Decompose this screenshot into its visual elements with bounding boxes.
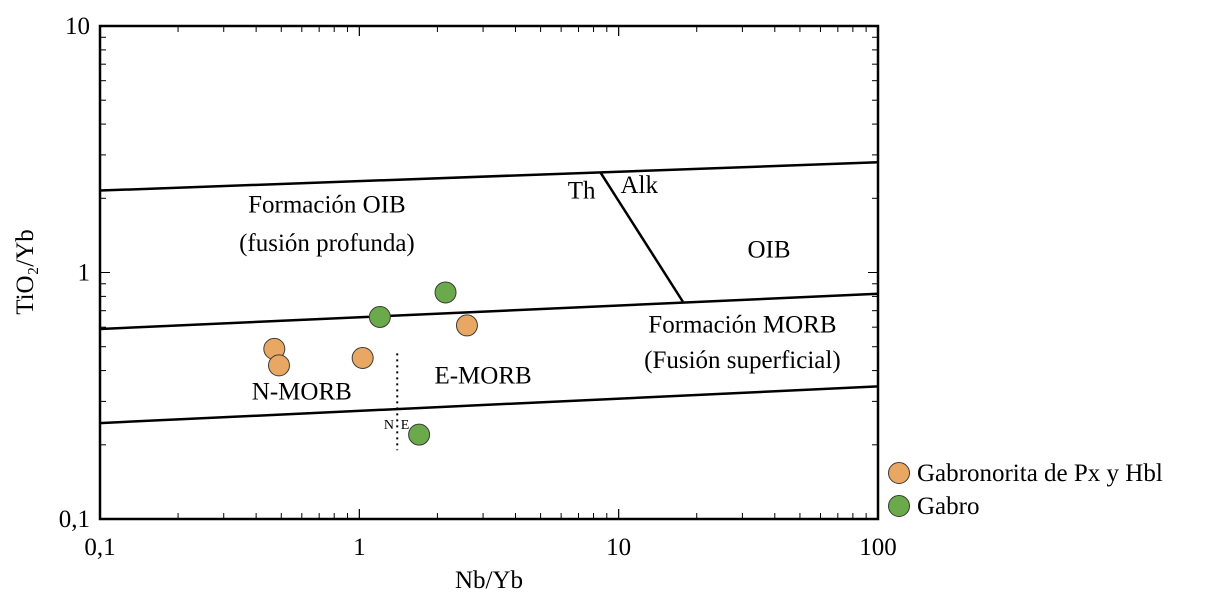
region-annotation: Th (568, 177, 596, 204)
data-point (267, 354, 290, 377)
region-annotation: Formación MORB (648, 312, 836, 339)
data-point (455, 314, 478, 337)
oib-array-upper-line (99, 161, 879, 192)
boundary-lines (99, 161, 879, 425)
y-tick-label: 10 (65, 13, 90, 40)
y-tick-label: 1 (78, 260, 91, 287)
region-annotation: (Fusión superficial) (644, 347, 840, 374)
region-annotation: N (384, 418, 394, 433)
region-annotation: E-MORB (434, 362, 531, 389)
x-tick-label: 0,1 (84, 534, 115, 561)
th-alk-divider-line (599, 171, 685, 303)
legend-label: Gabro (917, 493, 979, 520)
axis-tick-labels: 0,1 1 10 100 0,1 1 10 (59, 13, 897, 561)
morb-array-lower-line (99, 385, 879, 425)
x-tick-label: 100 (859, 534, 897, 561)
plot-frame (98, 24, 880, 521)
region-annotations: Formación OIB (fusión profunda) Th Alk OIB Fo… (239, 172, 841, 433)
region-annotation: OIB (747, 237, 790, 264)
legend-label: Gabronorita de Px y Hbl (917, 460, 1163, 487)
data-point (368, 305, 391, 328)
x-tick-label: 10 (606, 534, 631, 561)
legend-marker (888, 462, 910, 484)
region-annotation: (fusión profunda) (239, 230, 415, 257)
x-axis-title: Nb/Yb (455, 567, 523, 594)
data-point (408, 423, 431, 446)
data-points (263, 281, 478, 446)
data-point (351, 346, 374, 369)
y-axis-title: TiO₂/Yb (12, 229, 39, 315)
y-tick-label: 0,1 (59, 506, 90, 533)
x-tick-label: 1 (353, 534, 366, 561)
region-annotation: N-MORB (252, 379, 352, 406)
data-point (434, 281, 457, 304)
region-annotation: Formación OIB (248, 192, 406, 219)
axis-ticks (99, 25, 879, 520)
morb-oib-boundary-line (99, 292, 879, 331)
region-annotation: Alk (620, 172, 658, 199)
legend: Gabronorita de Px y Hbl Gabro (888, 460, 1163, 520)
legend-marker (888, 495, 910, 517)
region-annotation: E (401, 418, 410, 433)
